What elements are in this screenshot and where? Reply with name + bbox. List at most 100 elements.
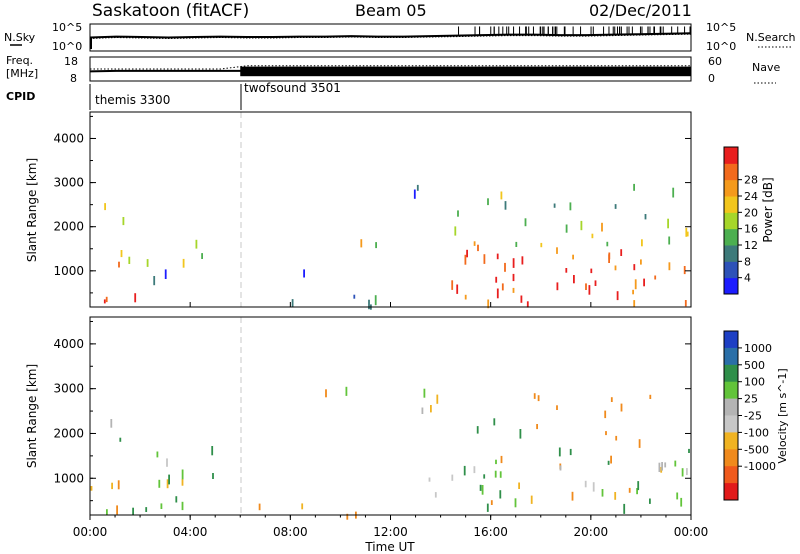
scatter-cell bbox=[614, 265, 617, 271]
noise-right-tick-top: 10^5 bbox=[706, 21, 736, 34]
scatter-cell bbox=[111, 482, 113, 490]
scatter-cell bbox=[674, 460, 677, 467]
nave-dense-block bbox=[240, 66, 691, 77]
velocity-colorbar-label: Velocity [m s^-1] bbox=[776, 368, 789, 463]
scatter-cell bbox=[536, 424, 538, 430]
scatter-cell bbox=[120, 250, 123, 258]
velocity-colorbar-swatch bbox=[724, 415, 738, 433]
scatter-cell bbox=[585, 283, 587, 290]
scatter-cell bbox=[487, 198, 489, 206]
x-tick-label: 08:00 bbox=[273, 525, 308, 539]
scatter-cell bbox=[573, 275, 575, 284]
scatter-cell bbox=[638, 439, 641, 448]
scatter-cell bbox=[212, 473, 214, 479]
scatter-cell bbox=[533, 393, 536, 399]
power-panel: 1000 2000 3000 4000 Slant Range [km] 4 8 12 16… bbox=[25, 111, 775, 310]
scatter-cell bbox=[464, 254, 467, 265]
scatter-cell bbox=[540, 242, 543, 248]
scatter-cell bbox=[451, 474, 454, 481]
velocity-colorbar-swatch bbox=[724, 364, 738, 383]
scatter-cell bbox=[181, 479, 184, 486]
velocity-colorbar-tick-label: 25 bbox=[744, 393, 758, 406]
scatter-cell bbox=[515, 241, 518, 247]
scatter-cell bbox=[479, 484, 482, 491]
y-tick-label: 3000 bbox=[53, 382, 84, 396]
scatter-cell bbox=[605, 431, 607, 436]
scatter-cell bbox=[636, 488, 638, 495]
scatter-cell bbox=[421, 407, 424, 414]
power-colorbar-tick-label: 28 bbox=[744, 174, 758, 187]
scatter-cell bbox=[628, 487, 631, 493]
scatter-cell bbox=[623, 503, 626, 514]
scatter-cell bbox=[360, 239, 363, 248]
power-colorbar-swatch bbox=[724, 196, 738, 213]
scatter-cell bbox=[117, 480, 120, 490]
scatter-cell bbox=[486, 503, 489, 512]
scatter-cell bbox=[156, 451, 159, 458]
scatter-cell bbox=[684, 300, 687, 307]
noise-series-1 bbox=[89, 32, 692, 39]
scatter-cell bbox=[457, 210, 459, 217]
scatter-cell bbox=[345, 386, 348, 396]
scatter-cell bbox=[584, 480, 587, 488]
scatter-cell bbox=[118, 261, 120, 268]
station-title: Saskatoon (fitACF) bbox=[92, 1, 249, 21]
power-colorbar-swatch bbox=[724, 212, 738, 230]
scatter-cell bbox=[672, 187, 675, 198]
scatter-cell bbox=[637, 481, 640, 491]
power-colorbar-swatch bbox=[724, 179, 738, 197]
scatter-cell bbox=[565, 268, 568, 273]
freq-left-tick-top: 18 bbox=[64, 55, 78, 68]
scatter-cell bbox=[258, 503, 261, 511]
scatter-cell bbox=[496, 288, 499, 299]
cpid-label: CPID bbox=[6, 90, 35, 103]
velocity-panel: 1000 2000 3000 4000 Slant Range [km] 1000 50… bbox=[25, 316, 789, 520]
scatter-cell bbox=[512, 273, 515, 282]
scatter-cell bbox=[572, 254, 574, 260]
scatter-cell bbox=[588, 285, 591, 295]
scatter-cell bbox=[413, 189, 416, 199]
power-colorbar-tick-label: 20 bbox=[744, 206, 758, 219]
scatter-cell bbox=[519, 429, 522, 439]
power-colorbar-swatch bbox=[724, 245, 738, 262]
scatter-cell bbox=[494, 470, 497, 478]
scatter-cell bbox=[580, 220, 583, 231]
scatter-cell bbox=[633, 264, 636, 271]
y-tick-label: 4000 bbox=[53, 337, 84, 351]
scatter-cell bbox=[464, 294, 467, 300]
x-axis: 00:00 04:00 08:00 12:00 16:00 20:00 00:00 bbox=[73, 302, 708, 539]
scatter-cell bbox=[591, 233, 594, 239]
x-tick-label: 12:00 bbox=[373, 525, 408, 539]
velocity-colorbar-tick-label: 100 bbox=[744, 376, 765, 389]
scatter-cell bbox=[106, 509, 108, 515]
x-axis-label: Time UT bbox=[364, 540, 415, 554]
scatter-cell bbox=[481, 485, 484, 495]
y-tick-label: 2000 bbox=[53, 220, 84, 234]
power-colorbar-tick-label: 12 bbox=[744, 239, 758, 252]
scatter-cell bbox=[473, 466, 476, 474]
scatter-cell bbox=[454, 226, 457, 236]
scatter-cell bbox=[615, 435, 618, 441]
scatter-cell bbox=[103, 299, 106, 304]
scatter-cell bbox=[195, 239, 198, 249]
scatter-cell bbox=[520, 295, 523, 303]
scatter-cell bbox=[110, 419, 113, 428]
velocity-colorbar-swatch bbox=[724, 466, 738, 484]
scatter-cell bbox=[128, 256, 131, 264]
scatter-cell bbox=[565, 224, 568, 233]
velocity-colorbar-swatch bbox=[724, 331, 738, 349]
scatter-cell bbox=[122, 217, 125, 226]
y-tick-label: 4000 bbox=[53, 131, 84, 145]
cpid-program-2: twofsound 3501 bbox=[244, 81, 341, 95]
scatter-cell bbox=[119, 437, 122, 442]
noise-left-tick-top: 10^5 bbox=[52, 21, 82, 34]
power-colorbar-label: Power [dB] bbox=[761, 177, 775, 242]
noise-right-tick-bottom: 10^0 bbox=[706, 40, 736, 53]
power-ylabel: Slant Range [km] bbox=[25, 158, 39, 262]
scatter-cell bbox=[158, 479, 161, 488]
scatter-cell bbox=[160, 503, 163, 509]
noise-right-label: N.Search bbox=[746, 31, 796, 44]
scatter-cell bbox=[521, 256, 524, 265]
power-colorbar-tick-label: 24 bbox=[744, 190, 758, 203]
scatter-cell bbox=[495, 276, 498, 283]
